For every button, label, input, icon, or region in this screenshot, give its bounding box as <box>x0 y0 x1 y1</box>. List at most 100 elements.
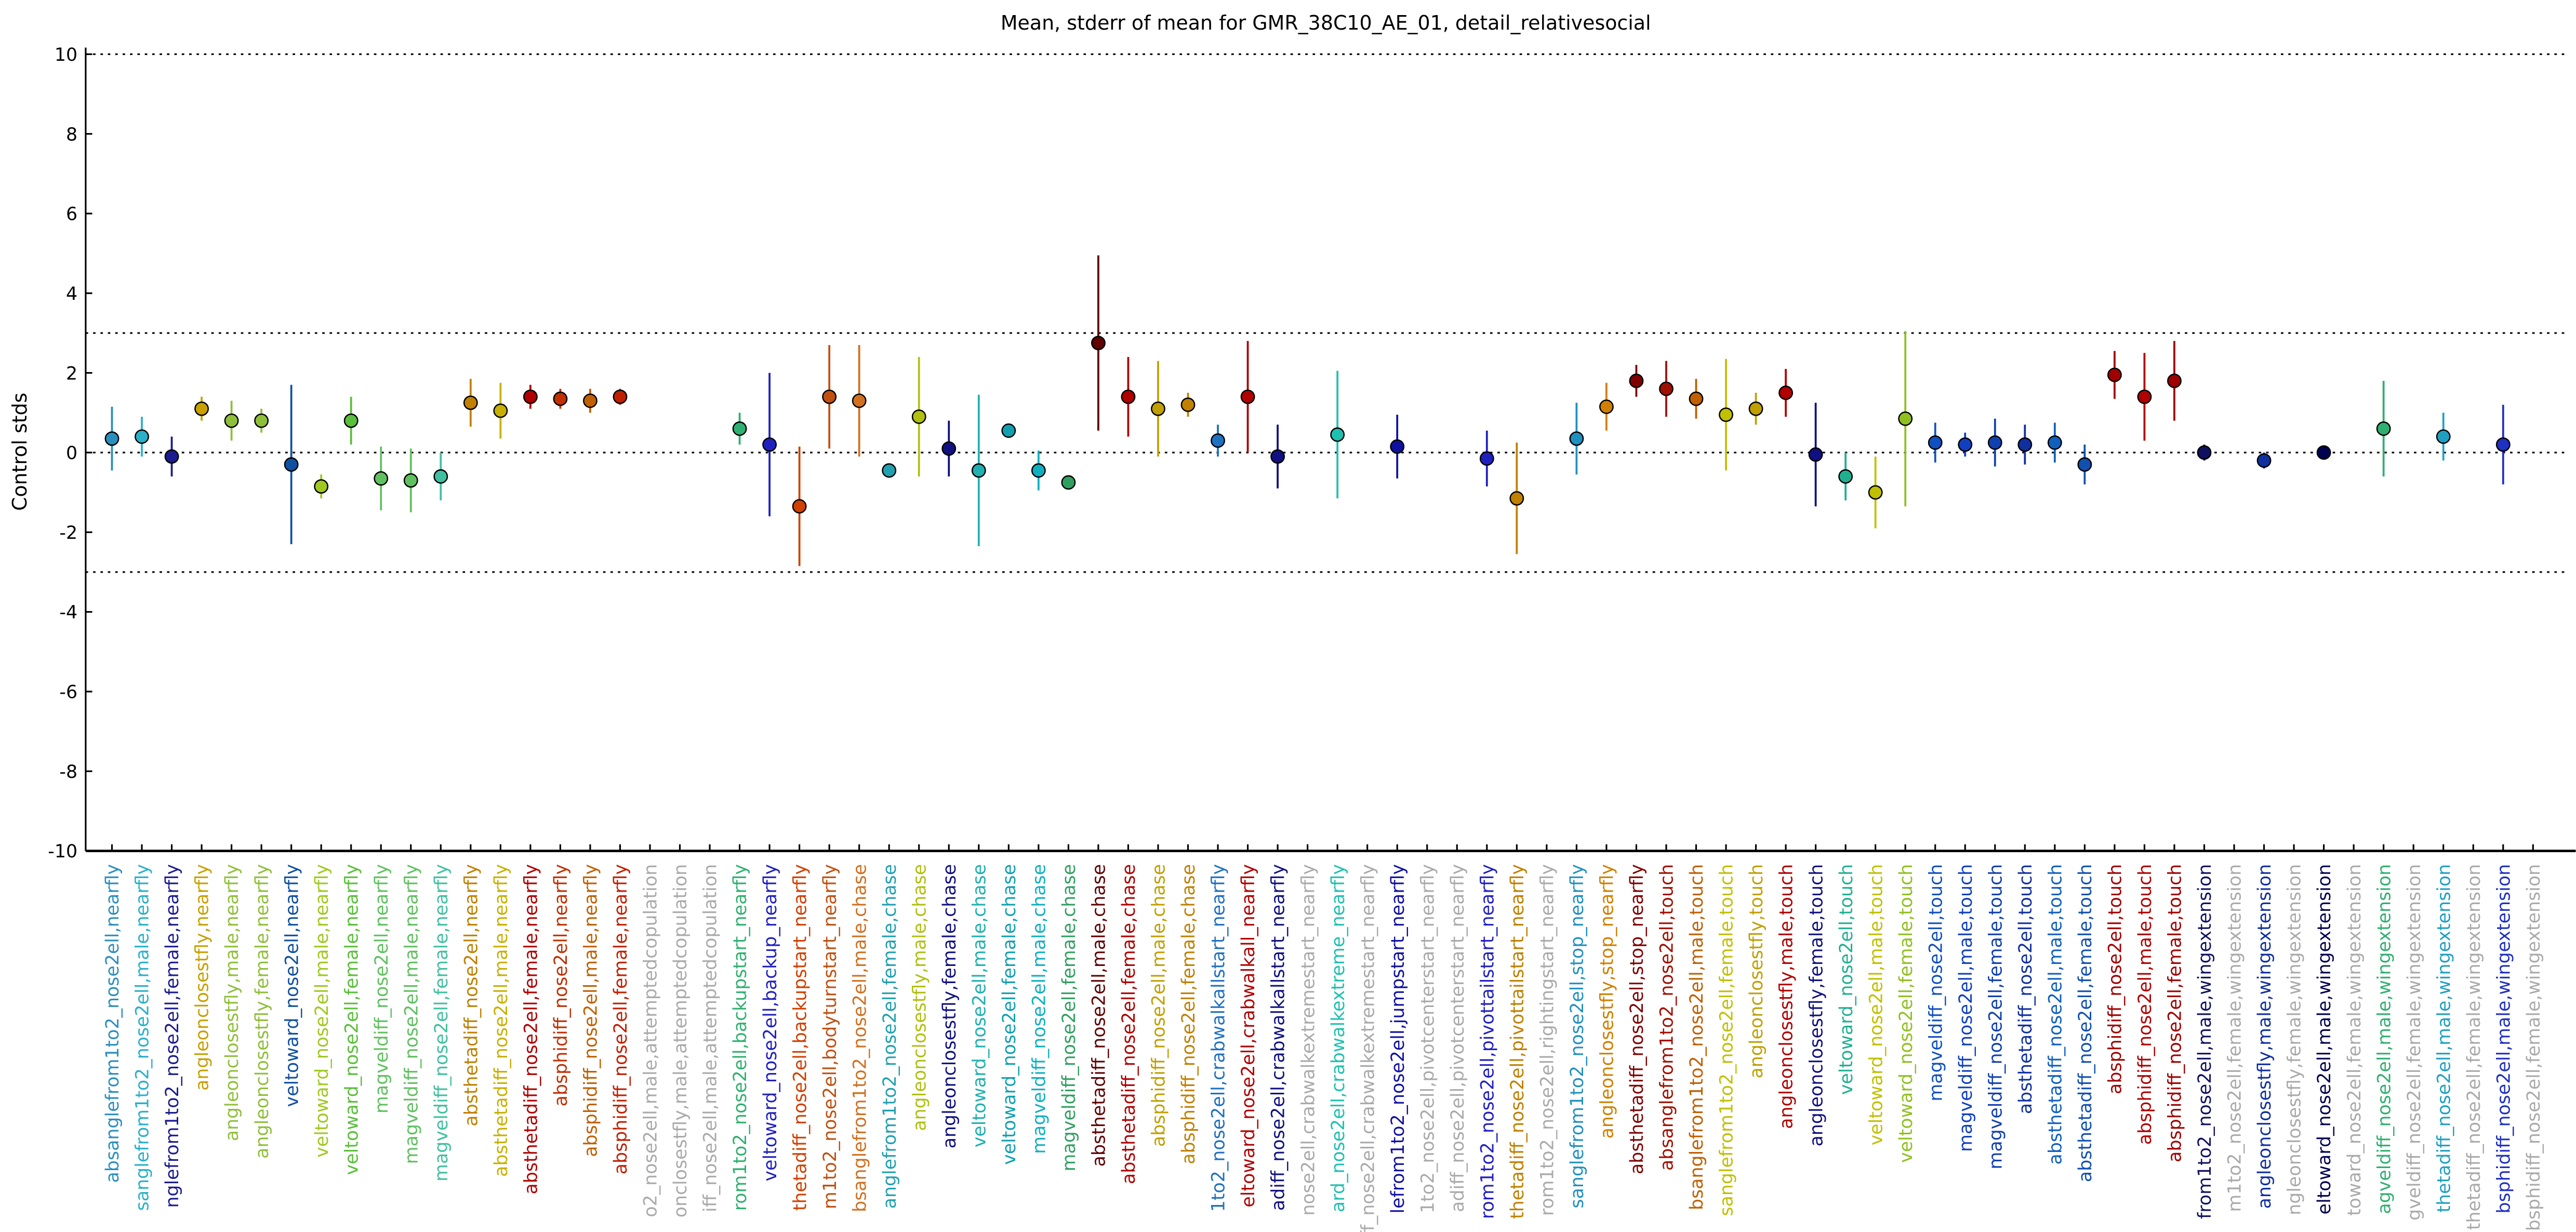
mean-marker <box>1390 439 1405 454</box>
mean-marker <box>852 393 867 408</box>
x-tick-label: absphidiff_nose2ell,touch <box>2105 864 2126 1094</box>
x-tick-label: bsanglefrom1to2_nose2ell,male,touch <box>1687 864 1707 1210</box>
x-tick-label: thetadiff_nose2ell,female,wingextension <box>2464 864 2485 1230</box>
x-tick-label: absphidiff_nose2ell,female,nearfly <box>610 864 631 1174</box>
mean-marker <box>224 413 239 428</box>
y-tick-label: -2 <box>59 523 77 544</box>
x-tick-label: lefrom1to2_nose2ell,jumpstart_nearfly <box>1388 864 1409 1214</box>
x-tick-label: absanglefrom1to2_nose2ell,nearfly <box>102 864 123 1183</box>
mean-marker <box>2256 453 2272 468</box>
x-tick-label: bsanglefrom1to2_nose2ell,male,chase <box>849 864 870 1212</box>
mean-marker <box>583 393 597 408</box>
mean-marker <box>2436 429 2451 444</box>
x-tick-label: nose2ell,crabwalkextremestart_nearfly <box>1298 864 1319 1216</box>
x-tick-label: absphidiff_nose2ell,male,chase <box>1149 864 1170 1147</box>
x-tick-label: absthetadiff_nose2ell,male,nearfly <box>491 864 512 1177</box>
x-tick-label: 1to2_nose2ell,pivotcenterstart_nearfly <box>1417 864 1438 1213</box>
y-tick-label: -8 <box>59 762 77 783</box>
mean-marker <box>374 471 389 486</box>
x-tick-label: rom1to2_nose2ell,backupstart_nearfly <box>730 864 751 1211</box>
x-tick-label: gveldiff_nose2ell,female,wingextension <box>2404 864 2425 1221</box>
mean-marker <box>822 389 837 404</box>
x-tick-label: absphidiff_nose2ell,male,touch <box>2135 864 2156 1145</box>
mean-marker <box>1898 411 1913 426</box>
mean-marker <box>1629 374 1644 388</box>
mean-marker <box>1719 407 1733 422</box>
x-tick-label: adiff_nose2ell,crabwalkallstart_nearfly <box>1268 864 1289 1211</box>
y-tick-label: 2 <box>66 363 77 384</box>
mean-marker <box>911 409 926 424</box>
x-tick-label: veltoward_nose2ell,nearfly <box>282 864 302 1107</box>
mean-marker <box>2137 389 2152 404</box>
mean-marker <box>1180 398 1196 412</box>
x-tick-label: angleonclosestfly,stop_nearfly <box>1597 864 1618 1139</box>
x-tick-label: veltoward_nose2ell,touch <box>1836 864 1857 1095</box>
x-tick-label: ard_nose2ell,crabwalkextreme_nearfly <box>1328 864 1349 1212</box>
mean-marker <box>613 389 628 404</box>
mean-marker <box>2077 457 2092 472</box>
mean-marker <box>433 469 448 484</box>
x-tick-label: iff_nose2ell,male,attemptedcopulation <box>700 864 721 1212</box>
x-tick-label: veltoward_nose2ell,backup_nearfly <box>760 864 781 1182</box>
y-tick-label: -10 <box>48 841 77 862</box>
mean-marker <box>1270 449 1285 464</box>
x-tick-label: absthetadiff_nose2ell,male,chase <box>1089 864 1110 1167</box>
mean-marker <box>1509 491 1524 506</box>
x-tick-label: absthetadiff_nose2ell,female,chase <box>1119 864 1139 1184</box>
x-tick-label: m1to2_nose2ell,bodyturnstart_nearfly <box>820 864 841 1209</box>
mean-marker <box>1808 447 1823 462</box>
mean-marker <box>284 457 299 472</box>
x-tick-label: angleonclosestfly,male,touch <box>1776 864 1797 1129</box>
y-tick-label: 0 <box>66 443 77 464</box>
x-tick-label: angleonclosestfly,female,nearfly <box>252 864 273 1159</box>
x-tick-label: absthetadiff_nose2ell,stop_nearfly <box>1627 864 1648 1174</box>
x-tick-label: absphidiff_nose2ell,female,touch <box>2165 864 2186 1162</box>
mean-marker <box>1928 435 1943 450</box>
mean-marker <box>1211 433 1225 448</box>
x-tick-label: angleonclosestfly,female,chase <box>939 864 960 1148</box>
mean-marker <box>2107 367 2122 382</box>
x-tick-label: angleonclosestfly,male,nearfly <box>222 864 243 1141</box>
x-tick-label: bsphidiff_nose2ell,male,wingextension <box>2493 864 2514 1214</box>
x-tick-label: angleonclosestfly,male,wingextension <box>2254 864 2275 1209</box>
x-tick-label: ngleonclosestfly,female,wingextension <box>2285 864 2305 1215</box>
mean-marker <box>493 403 508 418</box>
mean-marker <box>463 395 478 410</box>
mean-marker <box>1121 389 1136 404</box>
x-tick-label: absphidiff_nose2ell,male,nearfly <box>581 864 602 1157</box>
mean-marker <box>2495 437 2511 452</box>
mean-marker <box>314 479 329 494</box>
mean-marker <box>2167 374 2182 388</box>
x-tick-label: eltoward_nose2ell,male,wingextension <box>2314 864 2335 1214</box>
x-tick-label: magveldiff_nose2ell,female,chase <box>1059 864 1080 1171</box>
mean-marker <box>254 413 269 428</box>
mean-marker <box>1748 401 1763 416</box>
x-tick-label: magveldiff_nose2ell,male,chase <box>1029 864 1050 1154</box>
x-tick-label: thetadiff_nose2ell,pivottailstart_nearfl… <box>1507 864 1528 1219</box>
x-tick-label: veltoward_nose2ell,female,touch <box>1896 864 1917 1163</box>
mean-marker <box>403 473 418 488</box>
mean-marker <box>1001 423 1016 438</box>
x-tick-label: o2_nose2ell,male,attemptedcopulation <box>641 864 661 1217</box>
x-tick-label: angleonclosestfly,nearfly <box>192 864 213 1091</box>
mean-marker <box>1479 451 1494 466</box>
x-tick-label: adiff_nose2ell,pivotcenterstart_nearfly <box>1448 864 1468 1212</box>
x-tick-label: magveldiff_nose2ell,female,nearfly <box>431 864 452 1182</box>
x-tick-label: veltoward_nose2ell,female,chase <box>999 864 1020 1165</box>
x-tick-label: sanglefrom1to2_nose2ell,female,touch <box>1717 864 1737 1216</box>
mean-marker <box>1091 336 1106 351</box>
mean-marker <box>882 463 897 478</box>
y-tick-label: 8 <box>66 124 77 145</box>
mean-marker <box>2316 445 2331 460</box>
mean-marker <box>1151 401 1165 416</box>
mean-marker <box>732 421 747 436</box>
mean-marker <box>1689 391 1704 406</box>
x-tick-label: agveldiff_nose2ell,male,wingextension <box>2374 864 2395 1214</box>
x-tick-label: absphidiff_nose2ell,female,wingextension <box>2524 864 2544 1232</box>
mean-marker <box>1987 435 2002 450</box>
x-tick-label: magveldiff_nose2ell,male,nearfly <box>401 864 422 1164</box>
x-tick-label: veltoward_nose2ell,male,nearfly <box>312 864 333 1158</box>
